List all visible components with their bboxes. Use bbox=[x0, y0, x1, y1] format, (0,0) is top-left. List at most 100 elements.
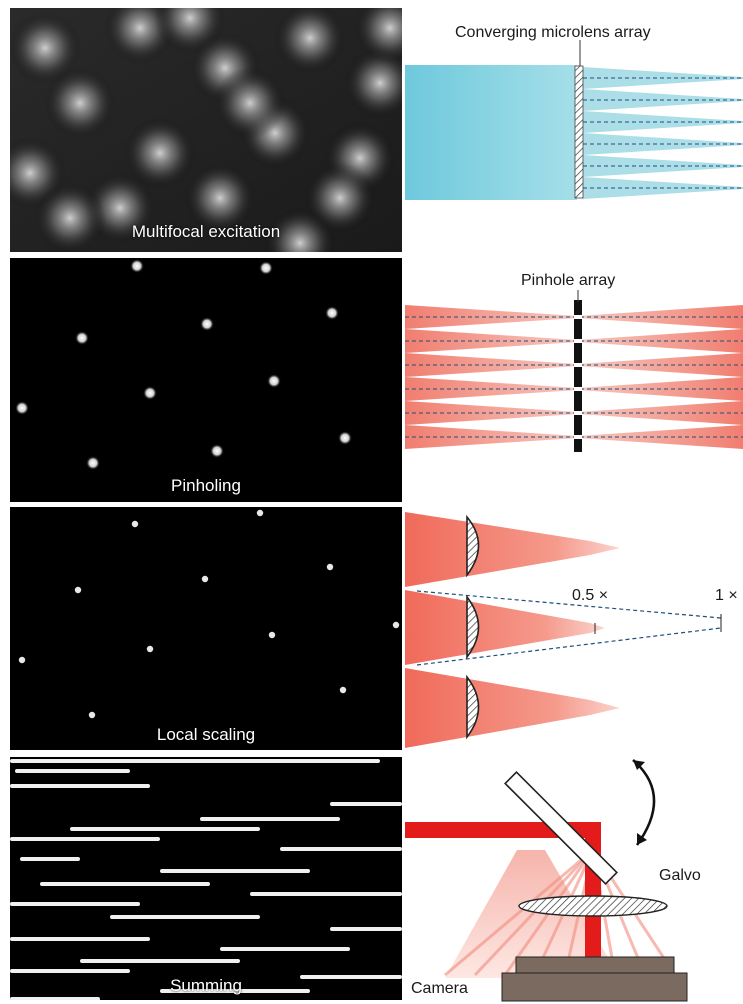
scaling-lens-bottom bbox=[466, 674, 480, 740]
summed-streak bbox=[160, 989, 310, 993]
pinhole-array bbox=[574, 300, 582, 452]
summed-streak bbox=[160, 869, 310, 873]
pinhole-opening bbox=[574, 435, 582, 439]
summing-section: Galvo Camera bbox=[405, 759, 701, 1002]
galvo-rotation-arrow bbox=[632, 759, 656, 846]
summed-streak bbox=[330, 927, 402, 931]
summed-streak bbox=[200, 817, 340, 821]
multifocal-excitation-image bbox=[10, 8, 402, 252]
panel-pinholing: Pinholing bbox=[10, 258, 402, 502]
summed-streak bbox=[20, 857, 80, 861]
caption-summing: Summing bbox=[170, 976, 242, 995]
summed-streak bbox=[10, 837, 160, 841]
local-scaling-section: 0.5 × 1 × bbox=[405, 512, 738, 748]
scaled-spot bbox=[146, 645, 154, 653]
summed-streak bbox=[10, 997, 100, 1000]
summed-streak bbox=[10, 784, 150, 788]
excitation-spot bbox=[154, 8, 226, 54]
scaled-spot bbox=[268, 631, 276, 639]
excitation-spot bbox=[44, 67, 116, 139]
pinhole-spot bbox=[267, 374, 281, 388]
pinhole-spot bbox=[325, 306, 339, 320]
objective-lens bbox=[518, 895, 668, 917]
camera-label: Camera bbox=[411, 980, 468, 997]
pinhole-opening bbox=[574, 387, 582, 391]
galvo-label: Galvo bbox=[659, 867, 701, 884]
pinhole-spot bbox=[200, 317, 214, 331]
microlens-label: Converging microlens array bbox=[455, 24, 651, 41]
pinhole-spot bbox=[259, 261, 273, 275]
excitation-spot bbox=[34, 182, 106, 252]
camera-body bbox=[501, 972, 688, 1002]
scaled-spot bbox=[88, 711, 96, 719]
scaled-spot bbox=[131, 520, 139, 528]
scaled-spot bbox=[326, 563, 334, 571]
scaling-lens-middle bbox=[466, 594, 480, 660]
local-scaling-image bbox=[10, 507, 402, 750]
pinhole-spot bbox=[210, 444, 224, 458]
excitation-spot bbox=[124, 117, 196, 189]
scaled-spot bbox=[201, 575, 209, 583]
panel-summing: Summing bbox=[10, 757, 402, 1000]
pinhole-opening bbox=[574, 339, 582, 343]
scaled-spot bbox=[256, 509, 264, 517]
summed-streak bbox=[250, 892, 402, 896]
summed-streak bbox=[280, 847, 402, 851]
summing-image bbox=[10, 757, 402, 1000]
excitation-spot bbox=[344, 47, 402, 119]
summed-streak bbox=[10, 937, 150, 941]
arrow-head-bottom bbox=[637, 833, 647, 845]
pinhole-label: Pinhole array bbox=[521, 272, 615, 289]
caption-local-scaling: Local scaling bbox=[156, 725, 256, 744]
pinhole-spot bbox=[15, 401, 29, 415]
summed-streak bbox=[15, 769, 130, 773]
pinhole-spot bbox=[75, 331, 89, 345]
excitation-spot bbox=[264, 207, 336, 252]
pinhole-opening bbox=[574, 363, 582, 367]
scaling-cone-bottom bbox=[405, 668, 620, 748]
summed-streak bbox=[10, 759, 380, 763]
summed-streak bbox=[40, 882, 210, 886]
excitation-spot bbox=[214, 67, 286, 139]
ray-upper bbox=[416, 590, 722, 619]
scaled-spot bbox=[392, 621, 400, 629]
excitation-spot bbox=[354, 8, 402, 64]
label-one-scale: 1 × bbox=[715, 587, 738, 604]
summed-streak bbox=[220, 947, 350, 951]
scaling-cone-top bbox=[405, 512, 620, 587]
scaled-spot bbox=[18, 656, 26, 664]
label-half-scale: 0.5 × bbox=[572, 587, 608, 604]
caption-pinholing: Pinholing bbox=[171, 476, 241, 495]
scaling-lens-top bbox=[466, 514, 480, 578]
scaled-spot bbox=[339, 686, 347, 694]
panel-multifocal-excitation: Multifocal excitation bbox=[10, 8, 402, 252]
excitation-spot bbox=[10, 12, 81, 84]
summed-streak bbox=[70, 827, 260, 831]
summed-streak bbox=[10, 969, 130, 973]
optical-schematic: Converging microlens array Pinhole array… bbox=[405, 24, 743, 1002]
panel-local-scaling: Local scaling bbox=[10, 507, 402, 750]
microlens-array bbox=[574, 65, 584, 199]
excitation-spot bbox=[274, 8, 346, 74]
scaled-spot bbox=[74, 586, 82, 594]
summed-streak bbox=[330, 802, 402, 806]
caption-multifocal-excitation: Multifocal excitation bbox=[131, 222, 281, 241]
camera-sensor bbox=[515, 956, 675, 974]
pinhole-spot bbox=[338, 431, 352, 445]
summed-streak bbox=[10, 902, 140, 906]
pinhole-spot bbox=[86, 456, 100, 470]
arrow-head-top bbox=[633, 760, 645, 770]
collimated-beam bbox=[405, 65, 577, 200]
summed-streak bbox=[110, 915, 260, 919]
pinholing-image bbox=[10, 258, 402, 502]
pinhole-opening bbox=[574, 411, 582, 415]
ray-lower bbox=[416, 627, 722, 666]
galvo-mirror bbox=[504, 771, 618, 885]
summed-streak bbox=[80, 959, 240, 963]
excitation-spot bbox=[184, 162, 256, 234]
summed-streak bbox=[300, 975, 402, 979]
laser-beam-horizontal bbox=[405, 822, 591, 838]
pinhole-opening bbox=[574, 315, 582, 319]
pinhole-section: Pinhole array bbox=[405, 272, 743, 452]
scaling-cone-middle bbox=[405, 590, 605, 665]
